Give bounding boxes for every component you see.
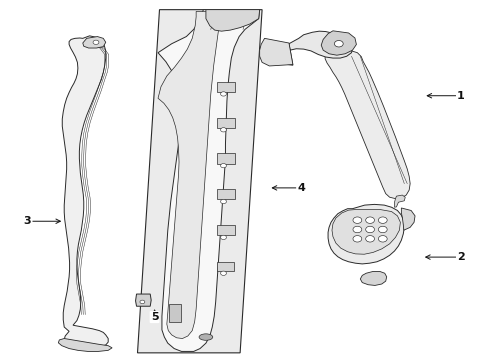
Circle shape: [378, 226, 387, 233]
Ellipse shape: [199, 334, 213, 340]
Polygon shape: [283, 31, 352, 65]
Bar: [217, 118, 235, 128]
Text: 3: 3: [24, 216, 31, 226]
Circle shape: [334, 41, 343, 47]
Polygon shape: [83, 37, 106, 48]
Circle shape: [220, 199, 226, 204]
Bar: [217, 82, 235, 92]
Polygon shape: [360, 271, 387, 285]
Circle shape: [220, 271, 226, 275]
Circle shape: [93, 40, 99, 44]
Polygon shape: [158, 10, 260, 351]
Polygon shape: [169, 304, 181, 321]
Circle shape: [220, 163, 226, 168]
Bar: [217, 189, 235, 199]
Polygon shape: [332, 210, 400, 254]
Polygon shape: [206, 10, 260, 31]
Polygon shape: [158, 12, 220, 338]
Circle shape: [353, 235, 362, 242]
Polygon shape: [58, 338, 112, 351]
Polygon shape: [62, 36, 108, 347]
Polygon shape: [260, 39, 293, 66]
Circle shape: [220, 128, 226, 132]
Bar: [217, 153, 235, 163]
Polygon shape: [321, 31, 356, 55]
Polygon shape: [394, 195, 405, 207]
Text: 1: 1: [457, 91, 465, 101]
Polygon shape: [328, 204, 404, 264]
Circle shape: [378, 235, 387, 242]
Circle shape: [366, 235, 374, 242]
Polygon shape: [136, 294, 151, 306]
Circle shape: [140, 300, 145, 304]
Bar: [217, 262, 234, 271]
Text: 2: 2: [457, 252, 465, 262]
Polygon shape: [325, 51, 410, 199]
Polygon shape: [138, 10, 262, 353]
Circle shape: [378, 217, 387, 224]
Text: 5: 5: [151, 312, 158, 322]
Circle shape: [366, 226, 374, 233]
Bar: [217, 225, 235, 235]
Circle shape: [220, 92, 226, 96]
Circle shape: [366, 217, 374, 224]
Circle shape: [353, 226, 362, 233]
Text: 4: 4: [297, 183, 305, 193]
Circle shape: [353, 217, 362, 224]
Circle shape: [220, 235, 226, 239]
Polygon shape: [401, 208, 415, 230]
